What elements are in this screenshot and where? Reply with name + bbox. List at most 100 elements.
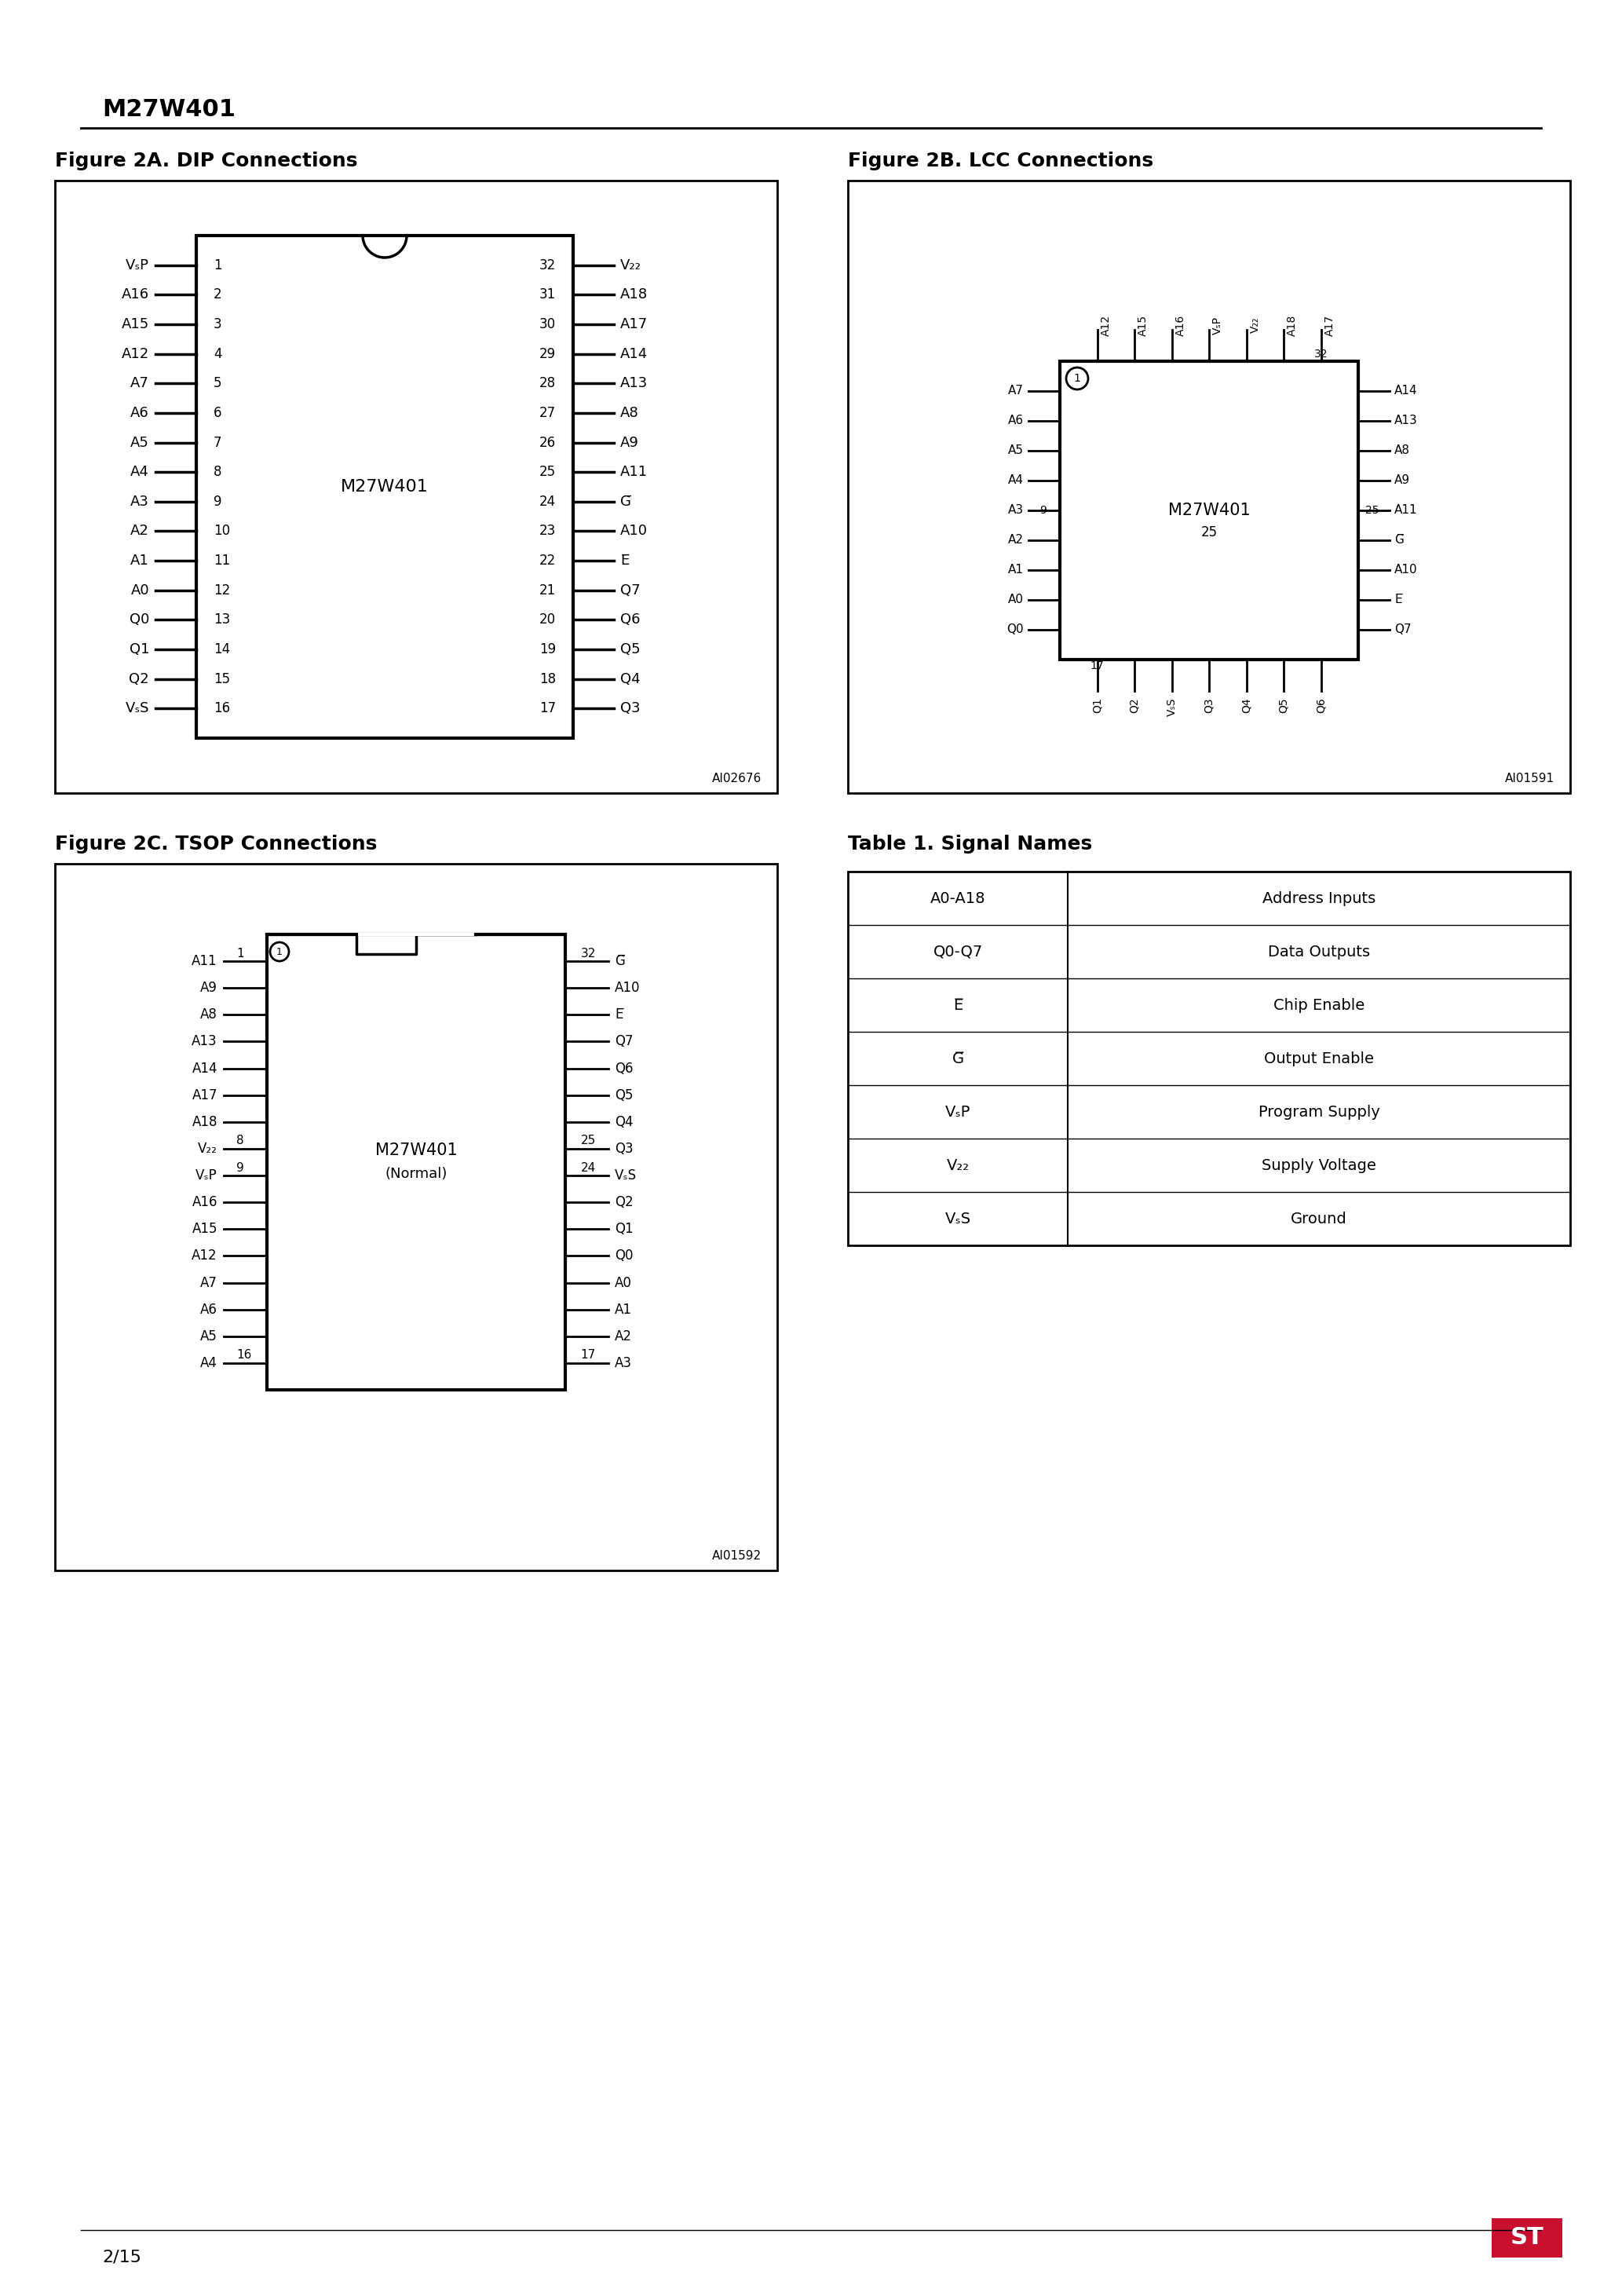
Text: E̅: E̅ xyxy=(954,999,962,1013)
Text: 24: 24 xyxy=(581,1162,595,1173)
Text: 28: 28 xyxy=(539,377,556,390)
Text: A6: A6 xyxy=(1007,416,1023,427)
Text: A14: A14 xyxy=(620,347,647,360)
Text: VₛS: VₛS xyxy=(615,1169,637,1182)
Text: Q5: Q5 xyxy=(1278,698,1289,712)
Text: 12: 12 xyxy=(214,583,230,597)
Text: V₂₂: V₂₂ xyxy=(946,1157,970,1173)
Text: A9: A9 xyxy=(620,436,639,450)
Text: Figure 2C. TSOP Connections: Figure 2C. TSOP Connections xyxy=(55,836,378,854)
Text: A13: A13 xyxy=(191,1035,217,1049)
Text: 17: 17 xyxy=(581,1350,595,1362)
Text: A12: A12 xyxy=(191,1249,217,1263)
Text: 17: 17 xyxy=(1090,661,1105,670)
Text: V₂₂: V₂₂ xyxy=(1249,317,1260,333)
Text: A18: A18 xyxy=(1286,315,1298,335)
Text: A7: A7 xyxy=(200,1277,217,1290)
Text: 14: 14 xyxy=(214,643,230,657)
FancyBboxPatch shape xyxy=(268,934,564,1389)
FancyBboxPatch shape xyxy=(1059,360,1358,659)
Text: Data Outputs: Data Outputs xyxy=(1268,944,1371,960)
Text: Q3: Q3 xyxy=(620,703,641,716)
Text: Q0: Q0 xyxy=(130,613,149,627)
Text: Q6: Q6 xyxy=(1315,698,1327,712)
Text: A1: A1 xyxy=(615,1302,633,1316)
Text: 15: 15 xyxy=(214,673,230,687)
Text: 5: 5 xyxy=(214,377,222,390)
Text: 9: 9 xyxy=(237,1162,243,1173)
FancyBboxPatch shape xyxy=(848,872,1570,1244)
Text: 25: 25 xyxy=(581,1134,595,1146)
Text: 7: 7 xyxy=(214,436,222,450)
Text: 32: 32 xyxy=(581,948,595,960)
Text: A16: A16 xyxy=(1174,315,1186,335)
Text: A6: A6 xyxy=(130,406,149,420)
Text: 1: 1 xyxy=(237,948,243,960)
FancyBboxPatch shape xyxy=(55,863,777,1570)
Text: A11: A11 xyxy=(620,466,647,480)
Text: 22: 22 xyxy=(539,553,556,567)
Text: A3: A3 xyxy=(1007,505,1023,517)
Text: A3: A3 xyxy=(615,1357,633,1371)
Text: 29: 29 xyxy=(539,347,556,360)
Text: VₛP: VₛP xyxy=(946,1104,970,1120)
Text: AI02676: AI02676 xyxy=(712,774,762,785)
Text: A8: A8 xyxy=(200,1008,217,1022)
Text: A0: A0 xyxy=(615,1277,633,1290)
Text: 20: 20 xyxy=(539,613,556,627)
Text: 16: 16 xyxy=(237,1350,251,1362)
Text: VₛP: VₛP xyxy=(125,257,149,273)
Text: A0-A18: A0-A18 xyxy=(929,891,986,905)
Text: Q0: Q0 xyxy=(1007,625,1023,636)
Text: 21: 21 xyxy=(539,583,556,597)
Text: A10: A10 xyxy=(615,980,641,994)
Text: Table 1. Signal Names: Table 1. Signal Names xyxy=(848,836,1092,854)
Text: 26: 26 xyxy=(539,436,556,450)
Text: A18: A18 xyxy=(620,287,647,301)
Text: 32: 32 xyxy=(1314,349,1328,360)
Text: A17: A17 xyxy=(191,1088,217,1102)
Text: 9: 9 xyxy=(214,494,222,510)
Text: A1: A1 xyxy=(130,553,149,567)
Text: A2: A2 xyxy=(1007,535,1023,546)
Text: 10: 10 xyxy=(214,523,230,537)
Text: Address Inputs: Address Inputs xyxy=(1262,891,1375,905)
Text: Q4: Q4 xyxy=(620,673,641,687)
Text: Q7: Q7 xyxy=(620,583,641,597)
Text: Q1: Q1 xyxy=(130,643,149,657)
Text: Q0: Q0 xyxy=(615,1249,633,1263)
Text: Q2: Q2 xyxy=(615,1196,633,1210)
Text: Q6: Q6 xyxy=(620,613,641,627)
Text: 11: 11 xyxy=(214,553,230,567)
Text: A2: A2 xyxy=(130,523,149,537)
Text: AI01591: AI01591 xyxy=(1505,774,1554,785)
Text: 31: 31 xyxy=(539,287,556,301)
FancyBboxPatch shape xyxy=(196,236,573,737)
Text: A8: A8 xyxy=(1395,445,1410,457)
Text: 16: 16 xyxy=(214,703,230,716)
Text: Output Enable: Output Enable xyxy=(1264,1052,1374,1065)
Text: A5: A5 xyxy=(1007,445,1023,457)
Text: 8: 8 xyxy=(237,1134,243,1146)
Text: Ground: Ground xyxy=(1291,1212,1348,1226)
Text: Q6: Q6 xyxy=(615,1061,633,1075)
Text: E̅: E̅ xyxy=(1395,595,1401,606)
Text: A18: A18 xyxy=(191,1116,217,1130)
Text: G̅: G̅ xyxy=(620,494,631,510)
Text: Supply Voltage: Supply Voltage xyxy=(1262,1157,1375,1173)
Text: Q4: Q4 xyxy=(1241,698,1252,712)
Text: A17: A17 xyxy=(620,317,647,331)
Text: 1: 1 xyxy=(1074,372,1080,383)
Text: A3: A3 xyxy=(130,494,149,510)
Text: 13: 13 xyxy=(214,613,230,627)
Text: AI01592: AI01592 xyxy=(712,1550,762,1561)
Text: Program Supply: Program Supply xyxy=(1259,1104,1380,1120)
Text: A16: A16 xyxy=(122,287,149,301)
Text: 8: 8 xyxy=(214,466,222,480)
Text: 17: 17 xyxy=(539,703,556,716)
Text: A2: A2 xyxy=(615,1329,633,1343)
Text: A11: A11 xyxy=(1395,505,1418,517)
Text: E̅: E̅ xyxy=(620,553,629,567)
Text: M27W401: M27W401 xyxy=(375,1143,457,1157)
Text: M27W401: M27W401 xyxy=(102,99,235,122)
